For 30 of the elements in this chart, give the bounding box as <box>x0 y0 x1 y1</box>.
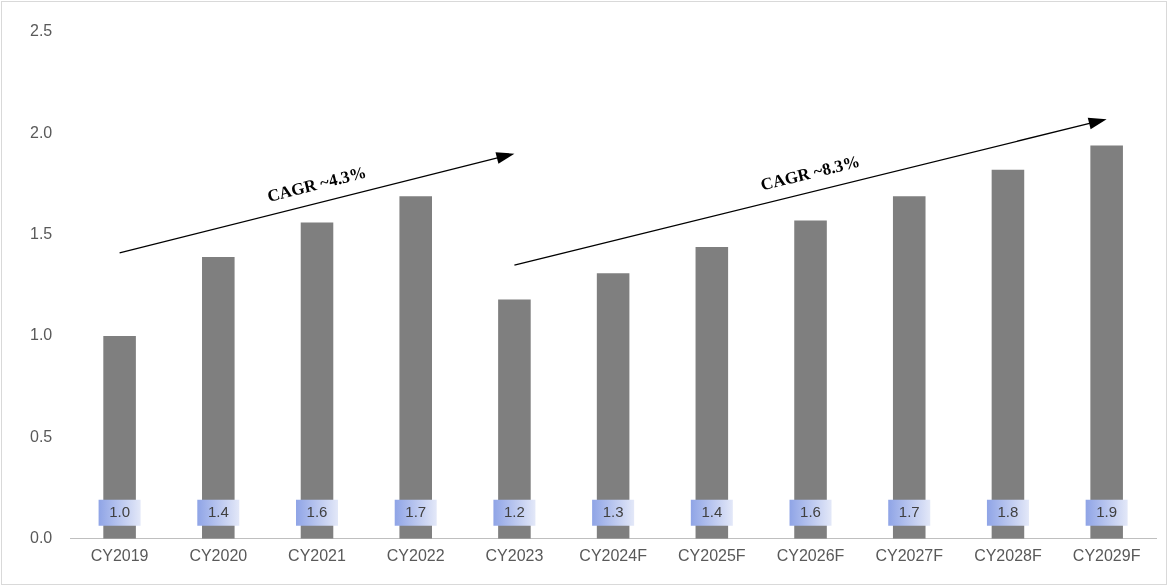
y-tick-label: 0.0 <box>29 529 53 547</box>
x-tick-label: CY2028F <box>974 546 1042 564</box>
x-tick-label: CY2020 <box>189 546 248 564</box>
data-label: 1.7 <box>898 502 920 520</box>
x-tick-label: CY2019 <box>90 546 149 564</box>
data-label: 1.9 <box>1096 502 1118 520</box>
data-label: 1.6 <box>800 502 821 520</box>
y-tick-label: 2.5 <box>29 22 53 40</box>
x-tick-label: CY2026F <box>776 546 845 564</box>
y-tick-label: 1.5 <box>29 225 53 243</box>
x-tick-label: CY2022 <box>386 546 445 564</box>
data-label: 1.0 <box>109 502 131 520</box>
x-tick-label: CY2025F <box>678 546 746 564</box>
x-tick-label: CY2024F <box>579 546 648 564</box>
data-label: 1.6 <box>306 502 328 520</box>
annotation: CAGR ~8.3% <box>758 151 862 195</box>
y-tick-label: 1.0 <box>29 326 53 344</box>
data-label: 1.4 <box>701 502 723 520</box>
x-tick-label: CY2023 <box>485 546 544 564</box>
data-label: 1.3 <box>602 502 624 520</box>
data-label: 1.4 <box>207 502 229 520</box>
data-label: 1.2 <box>503 502 525 520</box>
data-label: 1.8 <box>997 502 1019 520</box>
data-label: 1.7 <box>405 502 427 520</box>
y-tick-label: 2.0 <box>29 123 53 141</box>
annotation: CAGR ~4.3% <box>265 162 369 206</box>
x-tick-label: CY2029F <box>1072 546 1141 564</box>
x-tick-label: CY2027F <box>875 546 944 564</box>
x-tick-label: CY2021 <box>288 546 347 564</box>
y-tick-label: 0.5 <box>29 427 53 445</box>
